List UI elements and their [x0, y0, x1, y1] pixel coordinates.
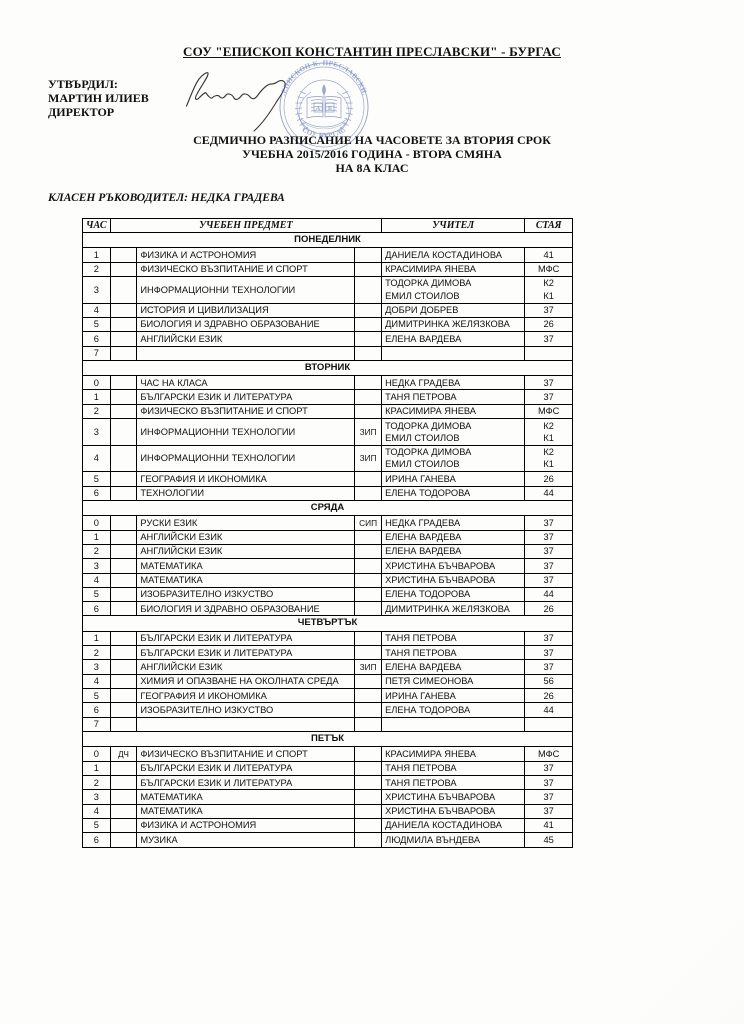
svg-text:Б: Б: [328, 106, 332, 112]
svg-text:А: А: [316, 106, 321, 112]
